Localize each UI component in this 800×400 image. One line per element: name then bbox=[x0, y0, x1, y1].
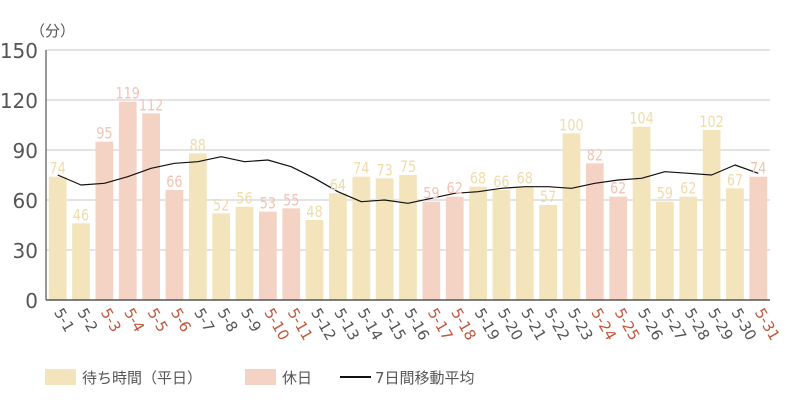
holiday-bar bbox=[142, 113, 160, 300]
value-label: 48 bbox=[306, 204, 322, 222]
x-tick-label: 5-3 bbox=[97, 305, 125, 335]
legend-label-holiday: 休日 bbox=[282, 368, 313, 387]
value-label: 67 bbox=[727, 172, 743, 190]
x-tick-label: 5-8 bbox=[214, 305, 242, 335]
value-label: 102 bbox=[699, 114, 723, 132]
value-label: 62 bbox=[447, 180, 463, 198]
value-label: 74 bbox=[353, 160, 369, 178]
y-tick-label: 60 bbox=[13, 189, 38, 213]
y-tick-label: 150 bbox=[0, 39, 38, 63]
value-label: 53 bbox=[260, 195, 276, 213]
value-label: 95 bbox=[96, 125, 112, 143]
legend-label-weekday: 待ち時間（平日） bbox=[82, 368, 203, 387]
weekday-bar bbox=[352, 176, 371, 300]
x-tick-label: 5-7 bbox=[190, 305, 218, 335]
legend-label-moving-average: 7日間移動平均 bbox=[375, 368, 475, 387]
value-label: 119 bbox=[116, 85, 140, 103]
value-label: 64 bbox=[330, 177, 346, 195]
value-label: 52 bbox=[213, 197, 229, 215]
holiday-bar bbox=[422, 201, 441, 300]
holiday-bar bbox=[95, 141, 114, 300]
weekday-bar bbox=[305, 220, 324, 300]
value-label: 59 bbox=[423, 185, 439, 203]
holiday-bar bbox=[749, 176, 768, 300]
legend-swatch-holiday bbox=[245, 369, 276, 385]
legend-item-weekday: 待ち時間（平日） bbox=[45, 362, 202, 392]
weekday-bar bbox=[726, 188, 744, 300]
moving-average-path bbox=[57, 156, 759, 204]
weekday-bar bbox=[702, 130, 721, 300]
x-tick-label: 5-31 bbox=[751, 305, 784, 343]
moving-average-line bbox=[57, 156, 759, 204]
weekday-bar bbox=[235, 206, 254, 300]
value-label: 57 bbox=[540, 189, 556, 207]
holiday-bar bbox=[445, 196, 464, 300]
value-label: 46 bbox=[73, 207, 89, 225]
value-label: 74 bbox=[50, 160, 66, 178]
legend-line-icon bbox=[340, 376, 371, 378]
holiday-bar bbox=[609, 196, 628, 300]
weekday-bar bbox=[72, 223, 90, 300]
x-tick-label: 5-4 bbox=[120, 305, 148, 335]
weekday-bar bbox=[375, 178, 394, 300]
holiday-bar bbox=[165, 190, 184, 300]
y-tick-label: 30 bbox=[13, 239, 38, 263]
weekday-bar bbox=[469, 186, 487, 300]
y-tick-label: 120 bbox=[0, 89, 38, 113]
bars bbox=[48, 101, 768, 301]
weekday-bar bbox=[632, 126, 651, 301]
value-label: 62 bbox=[610, 180, 626, 198]
value-label: 66 bbox=[493, 174, 509, 192]
value-label: 88 bbox=[190, 137, 206, 155]
x-tick-label: 5-6 bbox=[167, 305, 195, 335]
legend-item-moving-average: 7日間移動平均 bbox=[340, 362, 475, 392]
value-label: 59 bbox=[657, 185, 673, 203]
legend: 待ち時間（平日） 休日 7日間移動平均 bbox=[0, 362, 800, 392]
value-label: 68 bbox=[470, 170, 486, 188]
y-unit-label: （分） bbox=[30, 22, 75, 40]
legend-swatch-weekday bbox=[45, 369, 76, 385]
value-label: 112 bbox=[139, 97, 163, 115]
weekday-bar bbox=[48, 176, 67, 300]
weekday-bar bbox=[656, 201, 674, 300]
value-label: 100 bbox=[559, 117, 583, 135]
x-tick-label: 5-9 bbox=[237, 305, 265, 335]
weekday-bar bbox=[329, 193, 347, 300]
y-tick-label: 90 bbox=[13, 139, 38, 163]
weekday-bar bbox=[539, 205, 558, 300]
weekday-bar bbox=[679, 196, 698, 300]
weekday-bar bbox=[515, 186, 534, 300]
holiday-bar bbox=[282, 208, 301, 300]
value-label: 73 bbox=[377, 162, 393, 180]
holiday-bar bbox=[118, 101, 137, 301]
value-label: 82 bbox=[587, 147, 603, 165]
holiday-bar bbox=[585, 163, 604, 300]
weekday-bar bbox=[492, 190, 511, 300]
x-tick-label: 5-2 bbox=[74, 305, 102, 335]
value-label: 62 bbox=[680, 180, 696, 198]
value-label: 75 bbox=[400, 159, 416, 177]
value-label: 68 bbox=[517, 170, 533, 188]
value-label: 66 bbox=[166, 174, 182, 192]
value-label: 56 bbox=[236, 190, 252, 208]
value-label: 74 bbox=[750, 160, 766, 178]
y-tick-label: 0 bbox=[25, 289, 38, 313]
weekday-bar bbox=[212, 213, 231, 300]
x-tick-label: 5-1 bbox=[50, 305, 78, 335]
value-label: 55 bbox=[283, 192, 299, 210]
value-label: 104 bbox=[629, 110, 653, 128]
weekday-bar bbox=[399, 175, 417, 300]
weekday-bar bbox=[562, 133, 581, 300]
x-tick-label: 5-5 bbox=[144, 305, 172, 335]
holiday-bar bbox=[258, 211, 277, 300]
weekday-bar bbox=[188, 153, 207, 300]
legend-item-holiday: 休日 bbox=[245, 362, 312, 392]
